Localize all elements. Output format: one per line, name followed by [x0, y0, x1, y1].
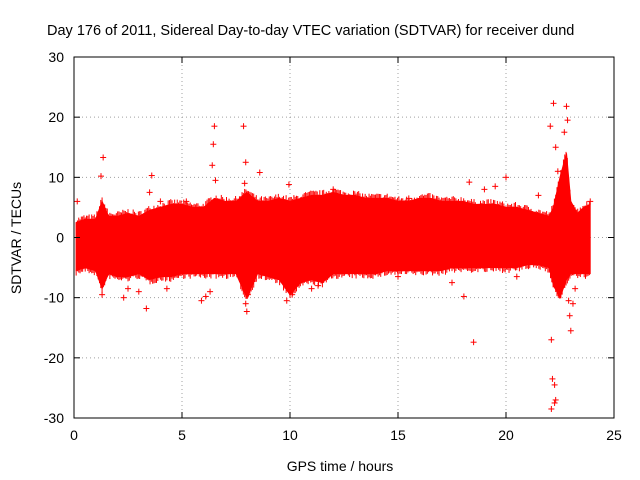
outlier-point [183, 198, 190, 205]
outlier-point [125, 285, 131, 292]
chart-title: Day 176 of 2011, Sidereal Day-to-day VTE… [47, 23, 574, 39]
outlier-point [449, 279, 455, 286]
outlier-point [120, 294, 127, 301]
outlier-point [242, 300, 249, 307]
outlier-point [241, 180, 248, 187]
outlier-point [563, 103, 570, 110]
outlier-point [157, 198, 164, 205]
outlier-point [566, 312, 573, 319]
outlier-point [535, 192, 542, 199]
outlier-point [551, 399, 558, 406]
y-tick-label: -20 [44, 350, 64, 366]
outlier-point [315, 282, 322, 289]
outlier-point [146, 189, 153, 196]
outlier-point [99, 291, 106, 298]
outlier-point [466, 179, 473, 186]
outlier-point [492, 183, 499, 190]
outlier-point [565, 297, 572, 304]
x-tick-label: 15 [390, 427, 406, 443]
outlier-point [210, 141, 217, 148]
outlier-points [74, 100, 594, 412]
outlier-point [552, 144, 559, 151]
outlier-point [209, 162, 216, 169]
outlier-point [405, 195, 412, 202]
outlier-point [551, 381, 558, 388]
outlier-point [143, 305, 150, 312]
outlier-point [554, 168, 561, 175]
outlier-point [572, 285, 579, 292]
y-tick-label: 30 [48, 49, 64, 65]
outlier-point [285, 181, 292, 188]
data-band [75, 151, 591, 299]
y-tick-label: -10 [44, 290, 64, 306]
outlier-point [240, 123, 247, 130]
outlier-point [395, 273, 401, 280]
outlier-point [567, 327, 574, 334]
outlier-point [244, 291, 251, 298]
x-tick-label: 10 [282, 427, 298, 443]
y-tick-label: 10 [48, 169, 64, 185]
outlier-point [460, 293, 467, 300]
outlier-point [243, 308, 250, 315]
outlier-point [135, 288, 142, 295]
outlier-point [98, 173, 104, 180]
outlier-point [513, 273, 520, 280]
x-tick-label: 20 [498, 427, 514, 443]
outlier-point [330, 186, 337, 193]
outlier-point [564, 117, 571, 124]
y-tick-label: 0 [56, 230, 64, 246]
x-tick-label: 25 [606, 427, 622, 443]
outlier-point [242, 159, 249, 166]
outlier-point [481, 186, 488, 193]
outlier-point [561, 129, 568, 136]
outlier-point [470, 339, 477, 346]
outlier-point [100, 154, 107, 161]
outlier-point [212, 177, 219, 184]
outlier-point [569, 300, 576, 307]
y-axis-label: SDTVAR / TECUs [8, 182, 24, 294]
outlier-point [207, 288, 214, 295]
outlier-point [202, 293, 209, 300]
y-tick-label: 20 [48, 109, 64, 125]
outlier-point [289, 291, 296, 298]
outlier-point [420, 198, 427, 205]
outlier-point [256, 169, 263, 176]
outlier-point [74, 198, 81, 205]
y-axis-ticks: -30 -20 -10 0 10 20 30 [44, 49, 614, 426]
outlier-point [211, 123, 218, 130]
outlier-point [308, 285, 315, 292]
outlier-point [148, 172, 155, 179]
outlier-point [557, 186, 563, 193]
outlier-point [163, 285, 170, 292]
outlier-point [550, 100, 557, 107]
y-tick-label: -30 [44, 410, 64, 426]
outlier-point [587, 198, 594, 205]
outlier-point [548, 336, 555, 343]
outlier-point [283, 297, 290, 304]
outlier-point [198, 297, 205, 304]
outlier-point [503, 174, 509, 181]
x-axis-ticks: 0 5 10 15 20 25 [70, 57, 622, 443]
outlier-point [552, 396, 559, 403]
x-tick-label: 5 [178, 427, 186, 443]
x-axis-label: GPS time / hours [287, 458, 394, 474]
outlier-point [547, 123, 554, 130]
outlier-point [548, 405, 555, 412]
x-tick-label: 0 [70, 427, 78, 443]
outlier-point [549, 375, 556, 382]
